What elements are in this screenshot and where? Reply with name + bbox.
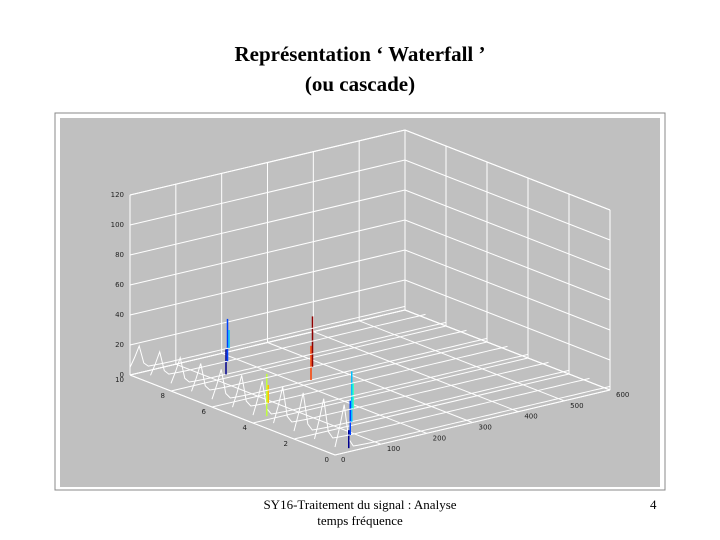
y-tick-label: 0: [325, 456, 329, 464]
page-number: 4: [650, 497, 657, 512]
grid-line: [404, 309, 611, 391]
axes-box: [129, 129, 611, 456]
grid-line: [221, 352, 427, 434]
y-tick-label: 4: [243, 424, 248, 432]
trace: [170, 321, 447, 384]
trace: [273, 361, 549, 424]
x-tick-label: 200: [433, 434, 446, 442]
trace: [232, 345, 508, 408]
grid-line: [404, 279, 611, 361]
x-tick-label: 300: [479, 424, 492, 432]
grid-line: [404, 189, 611, 271]
title-line: (ou cascade): [304, 72, 416, 96]
x-tick-label: 0: [341, 456, 345, 464]
grid-line: [358, 320, 565, 402]
trace: [252, 353, 529, 416]
z-tick-label: 0: [120, 371, 124, 379]
x-tick-label: 600: [616, 391, 629, 399]
y-tick-label: 8: [161, 392, 165, 400]
waterfall-traces: [129, 305, 611, 449]
x-tick-label: 400: [524, 413, 537, 421]
trace: [293, 369, 570, 432]
z-tick-label: 80: [115, 251, 124, 259]
grid-line: [404, 129, 611, 211]
z-tick-label: 20: [115, 341, 124, 349]
grid-line: [313, 331, 519, 413]
y-tick-label: 2: [284, 440, 288, 448]
trace: [191, 329, 467, 392]
grid-line: [404, 219, 611, 301]
grid-line: [267, 342, 473, 423]
grid-line: [404, 159, 611, 241]
trace: [314, 377, 590, 440]
trace: [211, 337, 488, 400]
trace: [334, 385, 611, 448]
x-tick-label: 100: [387, 445, 400, 453]
y-tick-label: 10: [115, 376, 124, 384]
z-tick-label: 40: [115, 311, 124, 319]
z-tick-label: 100: [111, 221, 124, 229]
title-line: Représentation ‘ Waterfall ’: [234, 42, 486, 66]
figure-background: [60, 118, 660, 487]
x-tick-label: 500: [570, 402, 583, 410]
y-tick-label: 6: [202, 408, 207, 416]
grid-line: [404, 249, 611, 331]
trace: [129, 305, 406, 368]
trace: [150, 313, 426, 376]
grid-line: [129, 374, 336, 456]
footer-line: temps fréquence: [317, 513, 403, 528]
footer-line: SY16-Traitement du signal : Analyse: [263, 497, 457, 512]
z-tick-label: 60: [115, 281, 124, 289]
z-tick-label: 120: [111, 191, 124, 199]
